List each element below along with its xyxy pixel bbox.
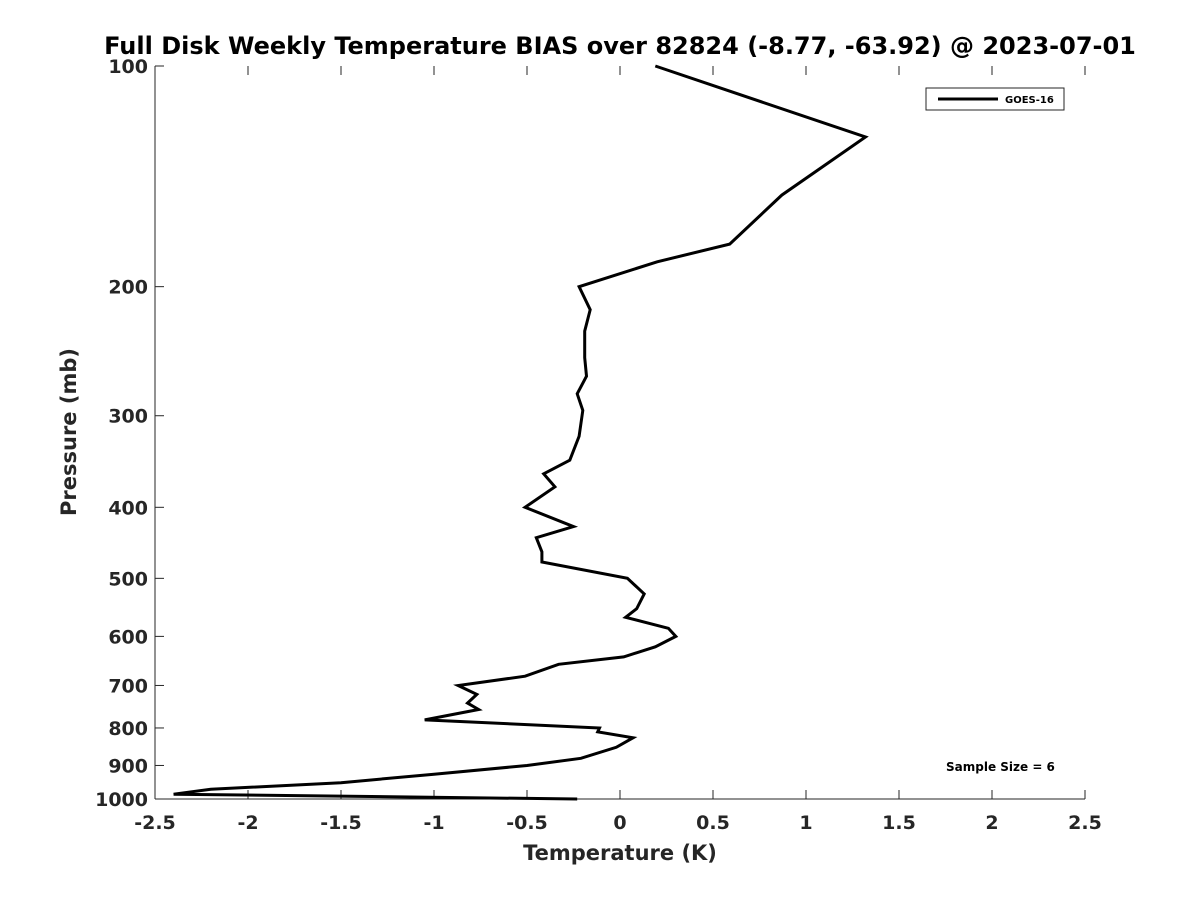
x-tick-label: 1.5 (882, 812, 916, 834)
x-tick-label: -1.5 (320, 812, 362, 834)
y-tick-label: 300 (108, 406, 148, 428)
y-axis-label: Pressure (mb) (57, 348, 81, 516)
y-tick-label: 900 (108, 755, 148, 777)
legend: GOES-16 (925, 87, 1065, 111)
y-tick-label: 400 (108, 497, 148, 519)
x-tick-label: -2.5 (134, 812, 176, 834)
chart-title: Full Disk Weekly Temperature BIAS over 8… (104, 32, 1136, 60)
series-layer (173, 64, 869, 801)
sample-size-annotation: Sample Size = 6 (946, 760, 1055, 774)
x-tick-label: 0 (613, 812, 626, 834)
x-tick-label: -1 (423, 812, 444, 834)
y-tick-label: 600 (108, 626, 148, 648)
series-line-goes-16 (173, 64, 869, 801)
y-tick-label: 100 (108, 56, 148, 78)
y-tick-label: 500 (108, 568, 148, 590)
x-tick-label: -0.5 (506, 812, 548, 834)
legend-label-goes-16: GOES-16 (1005, 95, 1054, 106)
y-tick-label: 800 (108, 718, 148, 740)
x-axis-ticks: -2.5 -2 -1.5 -1 -0.5 0 0.5 1 1.5 2 2.5 (134, 66, 1102, 834)
y-tick-label: 700 (108, 675, 148, 697)
x-axis-label: Temperature (K) (523, 841, 717, 865)
y-axis-ticks: 100 200 300 400 500 600 700 800 900 1000 (95, 56, 164, 811)
x-tick-label: 2.5 (1068, 812, 1102, 834)
x-tick-label: 1 (799, 812, 812, 834)
x-tick-label: 2 (985, 812, 998, 834)
x-tick-label: -2 (237, 812, 258, 834)
x-tick-label: 0.5 (696, 812, 730, 834)
y-tick-label: 200 (108, 277, 148, 299)
y-tick-label: 1000 (95, 789, 148, 811)
